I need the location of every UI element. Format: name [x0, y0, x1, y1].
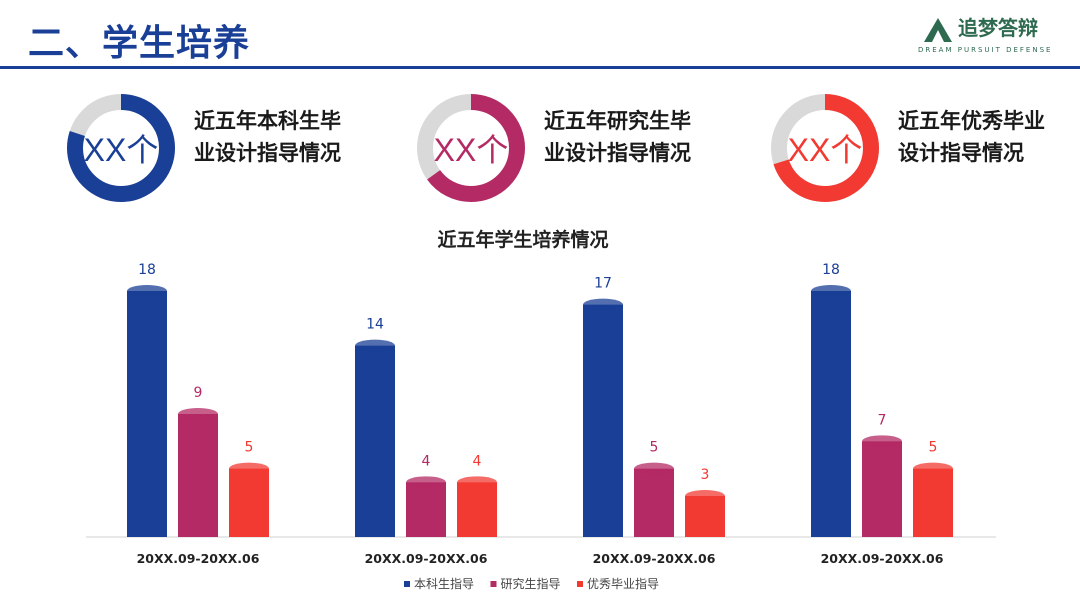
bar	[685, 496, 725, 537]
x-tick-label: 20XX.09-20XX.06	[821, 551, 944, 566]
kpi-graduate: XX个 近五年研究生毕业设计指导情况	[416, 93, 756, 208]
bar-cap	[406, 476, 446, 489]
kpi-value: XX个	[787, 132, 863, 168]
bar-cap	[178, 408, 218, 420]
donut-ring-graduate	[417, 94, 525, 202]
bar-chart: 近五年学生培养情况 18 9 5 20XX.09-20XX.06 14 4 4 20XX.09-…	[86, 228, 996, 591]
kpi-undergrad: XX个 近五年本科生毕业设计指导情况	[66, 93, 406, 208]
bar-cap	[355, 339, 395, 352]
bar-cap	[457, 476, 497, 489]
bar	[862, 441, 902, 537]
bar-cap	[685, 490, 725, 502]
mountain-logo-icon	[924, 18, 952, 42]
kpi-label: 近五年优秀毕业设计指导情况	[898, 109, 1045, 165]
data-label: 17	[594, 276, 612, 292]
bar	[583, 304, 623, 537]
data-label: 5	[650, 440, 659, 456]
logo-name: 追梦答辩	[958, 16, 1038, 40]
bar	[406, 482, 446, 537]
kpi-excellent: XX个 近五年优秀毕业设计指导情况	[770, 93, 1080, 208]
x-tick-label: 20XX.09-20XX.06	[593, 551, 716, 566]
bar-cap	[913, 462, 953, 475]
legend-swatch	[490, 581, 497, 587]
data-label: 5	[245, 440, 254, 456]
kpi-label: 近五年研究生毕业设计指导情况	[544, 109, 691, 165]
legend-label: 研究生指导	[501, 576, 561, 591]
data-label: 14	[366, 317, 384, 333]
header-divider	[0, 66, 1080, 69]
bar-cap	[862, 435, 902, 448]
data-label: 18	[822, 262, 840, 278]
x-tick-label: 20XX.09-20XX.06	[365, 551, 488, 566]
donut-ring-excellent	[771, 94, 879, 202]
chart-title: 近五年学生培养情况	[437, 228, 608, 251]
data-label: 9	[194, 385, 203, 401]
kpi-label: 近五年本科生毕业设计指导情况	[194, 109, 341, 165]
bar	[457, 482, 497, 537]
kpi-value: XX个	[83, 132, 159, 168]
logo-tagline: DREAM PURSUIT DEFENSE	[918, 46, 1053, 54]
data-label: 7	[878, 412, 887, 428]
bar-cap	[634, 462, 674, 475]
bar-cap	[127, 285, 167, 297]
brand-logo: 追梦答辩 DREAM PURSUIT DEFENSE	[918, 12, 1068, 56]
data-label: 4	[473, 453, 482, 469]
bar	[229, 468, 269, 537]
x-tick-label: 20XX.09-20XX.06	[137, 551, 260, 566]
bar	[913, 468, 953, 537]
data-label: 3	[701, 467, 710, 483]
bar	[127, 291, 167, 537]
bar	[355, 345, 395, 537]
legend-label: 优秀毕业指导	[587, 576, 659, 591]
bar-cap	[811, 285, 851, 297]
bar	[811, 291, 851, 537]
bar-cap	[229, 462, 269, 475]
legend-swatch	[577, 581, 583, 587]
legend-label: 本科生指导	[414, 576, 474, 591]
data-label: 18	[138, 262, 156, 278]
kpi-value: XX个	[433, 132, 509, 168]
legend-swatch	[404, 581, 410, 587]
data-label: 4	[422, 453, 431, 469]
page-title: 二、学生培养	[28, 23, 251, 64]
donut-ring-undergrad	[67, 94, 175, 202]
bar	[178, 414, 218, 537]
bar-cap	[583, 298, 623, 311]
bar	[634, 468, 674, 537]
data-label: 5	[929, 440, 938, 456]
